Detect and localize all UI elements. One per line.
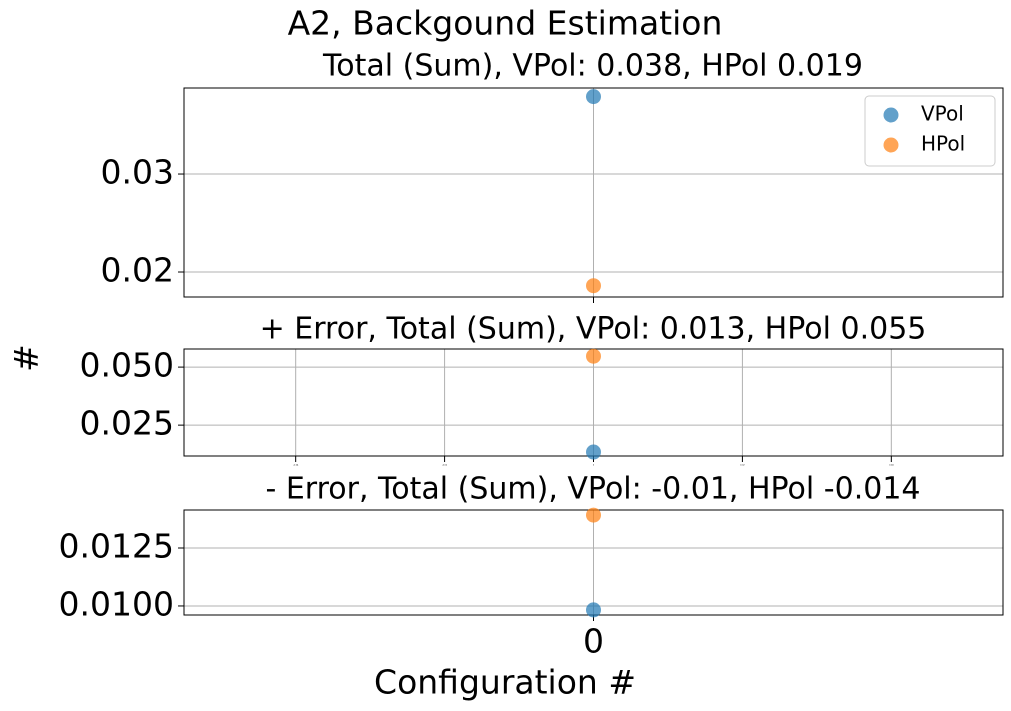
data-point	[586, 507, 601, 523]
x-tick-label: 0	[593, 465, 595, 467]
x-tick-label: 0.02	[740, 465, 745, 467]
subplot: Total (Sum), VPol: 0.038, HPol 0.019 0.02…	[101, 49, 1004, 303]
legend-marker	[883, 137, 899, 153]
x-tick-label: -0.04	[293, 465, 299, 467]
subplot: - Error, Total (Sum), VPol: -0.01, HPol …	[59, 472, 1004, 661]
y-tick-label: 0.050	[80, 346, 174, 385]
x-tick-label: 0	[583, 622, 604, 661]
subplot: + Error, Total (Sum), VPol: 0.013, HPol …	[80, 312, 1004, 467]
legend-marker	[883, 107, 899, 123]
x-tick-label: 0.04	[889, 465, 894, 467]
plot-frame	[183, 87, 1004, 298]
data-point	[586, 444, 601, 460]
y-tick-label: 0.025	[80, 404, 174, 443]
y-axis-label: #	[7, 344, 46, 372]
data-point	[586, 89, 601, 105]
x-tick-label: -0.02	[442, 465, 448, 467]
y-tick-label: 0.03	[101, 153, 174, 192]
figure-title: A2, Backgound Estimation	[288, 4, 723, 43]
y-tick-label: 0.0100	[59, 584, 174, 623]
y-tick-label: 0.02	[101, 251, 174, 290]
data-point	[586, 278, 601, 294]
data-point	[586, 348, 601, 364]
legend-label: VPol	[921, 102, 964, 126]
x-axis-label: Configuration #	[374, 663, 636, 702]
subplot-title: Total (Sum), VPol: 0.038, HPol 0.019	[322, 49, 863, 84]
subplot-title: - Error, Total (Sum), VPol: -0.01, HPol …	[265, 472, 920, 507]
y-tick-label: 0.0125	[59, 527, 174, 566]
legend-label: HPol	[921, 132, 965, 156]
data-point	[586, 602, 601, 618]
subplot-title: + Error, Total (Sum), VPol: 0.013, HPol …	[260, 312, 927, 347]
